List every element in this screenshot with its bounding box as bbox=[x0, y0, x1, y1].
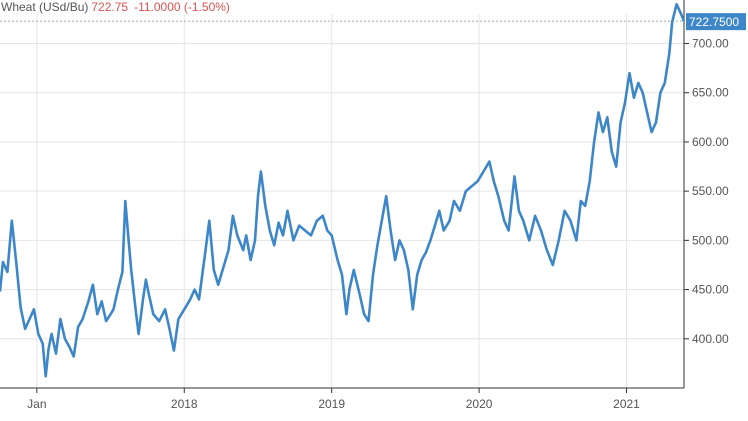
y-tick-label: 700.00 bbox=[692, 37, 729, 51]
horizontal-gridlines bbox=[0, 43, 684, 340]
y-tick-label: 400.00 bbox=[692, 332, 729, 346]
y-tick-label: 600.00 bbox=[692, 135, 729, 149]
x-tick-label: Jan bbox=[27, 397, 46, 411]
x-tick-label: 2019 bbox=[318, 397, 345, 411]
y-tick-label: 500.00 bbox=[692, 233, 729, 247]
x-tick-label: 2021 bbox=[613, 397, 640, 411]
last-value-badge: 722.7500 bbox=[686, 13, 746, 31]
y-tick-label: 550.00 bbox=[692, 184, 729, 198]
instrument-name: Wheat (USd/Bu) bbox=[1, 0, 89, 14]
y-tick-label: 650.00 bbox=[692, 86, 729, 100]
last-value-badge-bg bbox=[686, 13, 746, 31]
x-tick-label: 2020 bbox=[466, 397, 493, 411]
y-axis-ticks: 400.00 450.00 500.00 550.00 600.00 650.00 700.… bbox=[684, 37, 729, 346]
last-price: 722.75 bbox=[91, 0, 129, 14]
x-axis-ticks: Jan 2018 2019 2020 2021 bbox=[27, 388, 640, 411]
price-series-line bbox=[0, 2, 686, 378]
y-tick-label: 450.00 bbox=[692, 283, 729, 297]
last-value-label: 722.7500 bbox=[689, 15, 739, 29]
chart-header: Wheat (USd/Bu) 722.75 -11.0000 (-1.50%) bbox=[1, 0, 230, 15]
price-change: -11.0000 (-1.50%) bbox=[134, 0, 230, 14]
x-tick-label: 2018 bbox=[171, 397, 198, 411]
